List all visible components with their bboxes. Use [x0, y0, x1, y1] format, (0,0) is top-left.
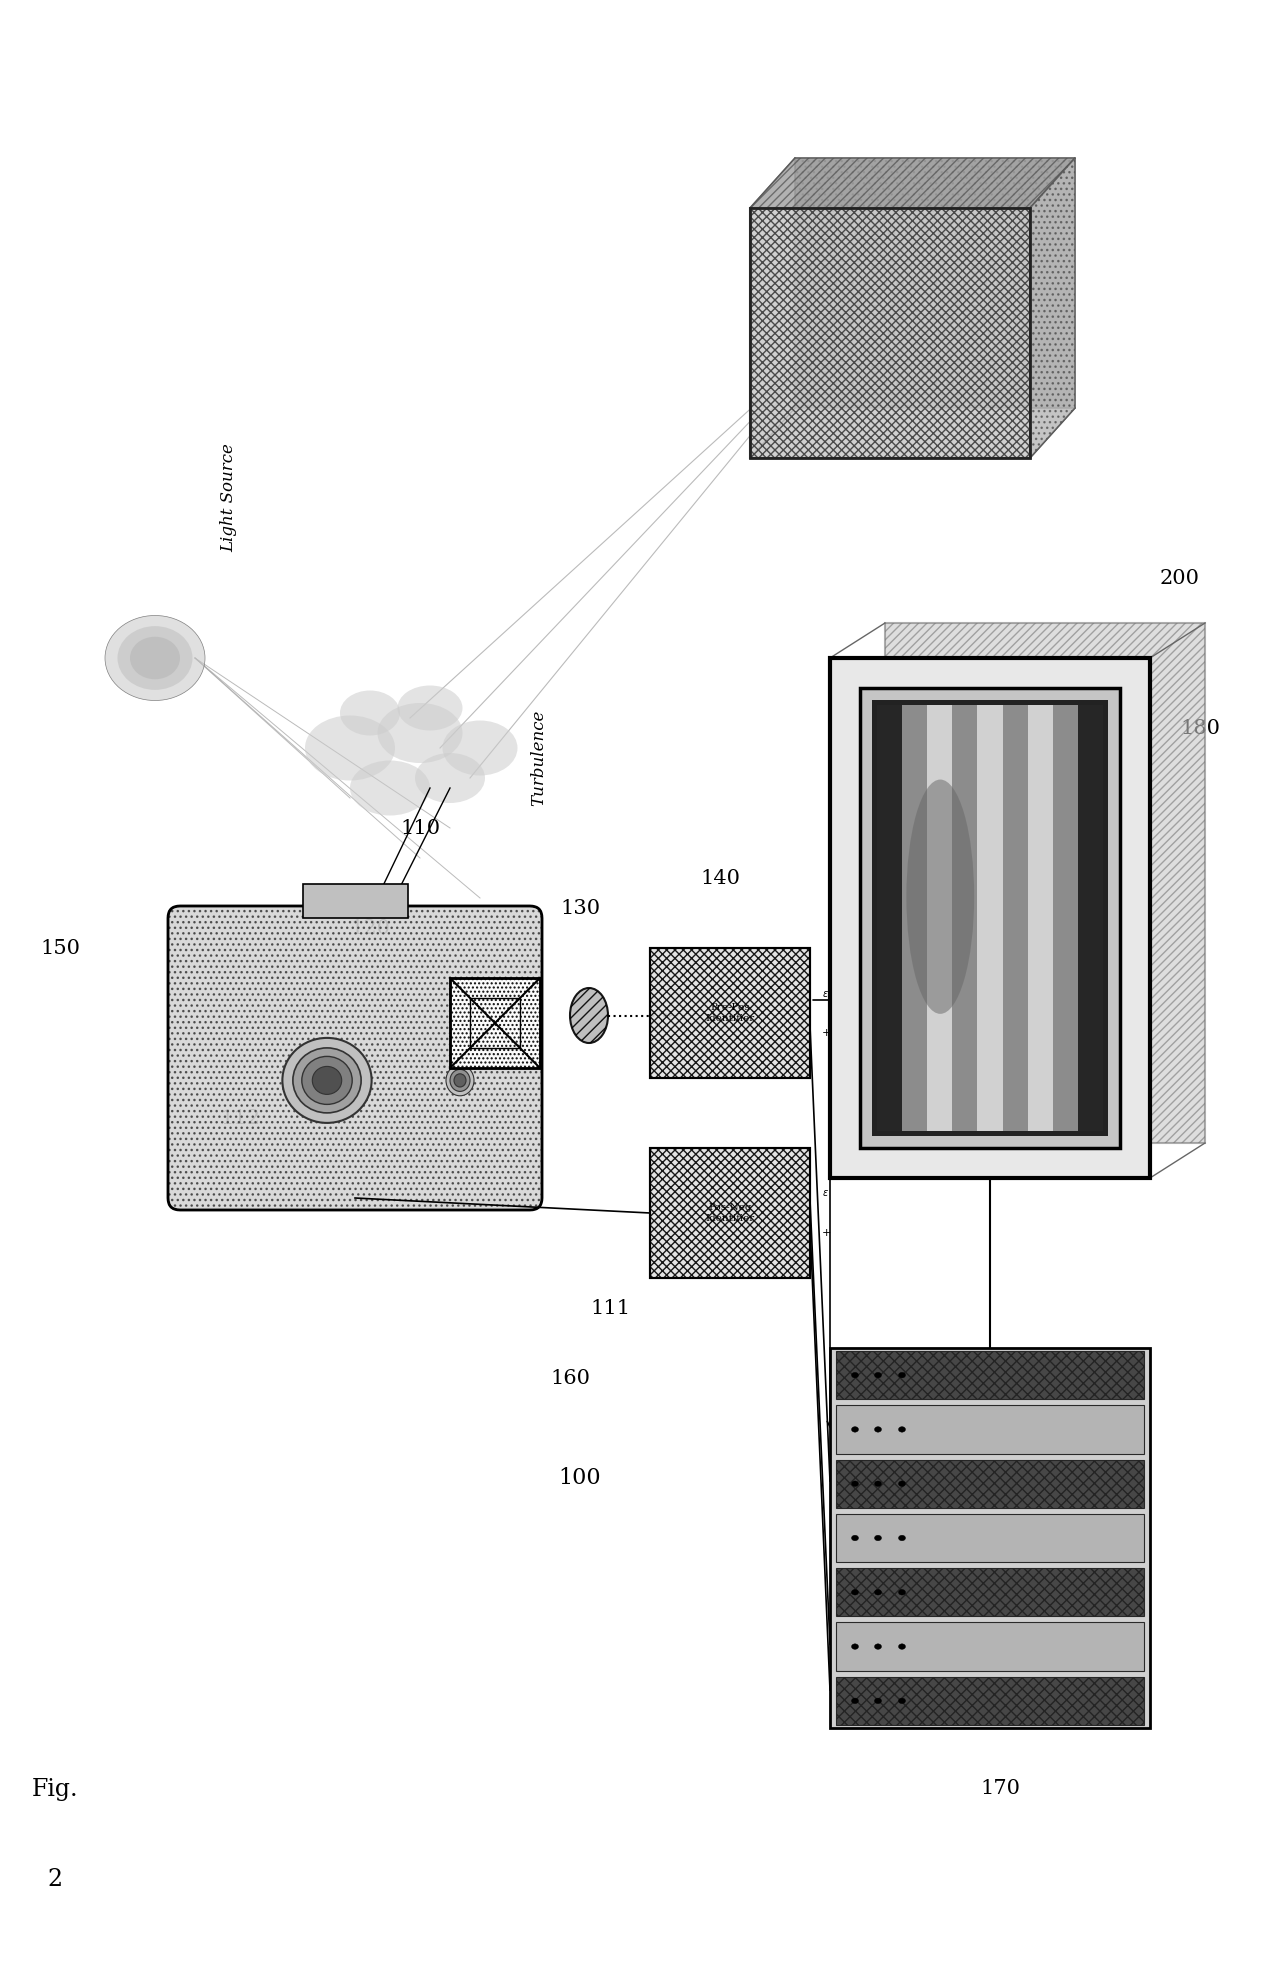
Bar — [902, 704, 927, 1131]
Bar — [650, 947, 810, 1078]
Text: 140: 140 — [700, 868, 740, 888]
Bar — [750, 208, 1030, 459]
Ellipse shape — [443, 720, 517, 775]
Polygon shape — [1030, 158, 1075, 459]
Text: 120: 120 — [350, 918, 390, 938]
Ellipse shape — [282, 1038, 372, 1124]
Text: 200: 200 — [1160, 568, 1199, 587]
Ellipse shape — [898, 1697, 906, 1703]
Bar — [837, 1677, 1144, 1725]
Ellipse shape — [874, 1373, 882, 1379]
Ellipse shape — [570, 987, 607, 1042]
Ellipse shape — [313, 1066, 342, 1094]
Ellipse shape — [350, 760, 430, 815]
Text: Light Source: Light Source — [220, 443, 237, 552]
Text: 2: 2 — [48, 1867, 63, 1891]
Ellipse shape — [874, 1482, 882, 1485]
Ellipse shape — [874, 1590, 882, 1594]
Bar — [927, 704, 952, 1131]
Ellipse shape — [293, 1048, 362, 1114]
Bar — [837, 1513, 1144, 1563]
Text: 111: 111 — [589, 1298, 631, 1317]
Text: 180: 180 — [1180, 718, 1220, 738]
Bar — [450, 977, 541, 1068]
Polygon shape — [750, 158, 1075, 208]
Bar — [885, 623, 1205, 1143]
Bar — [650, 947, 810, 1078]
FancyBboxPatch shape — [169, 906, 542, 1211]
Ellipse shape — [852, 1535, 858, 1541]
Bar — [876, 704, 902, 1131]
Bar — [795, 158, 1075, 407]
Text: 130: 130 — [560, 898, 600, 918]
Bar — [837, 1460, 1144, 1507]
Bar — [830, 659, 1151, 1179]
Text: $ε$: $ε$ — [822, 1189, 829, 1199]
Ellipse shape — [398, 686, 462, 730]
Ellipse shape — [898, 1590, 906, 1594]
Bar — [952, 704, 977, 1131]
Ellipse shape — [874, 1697, 882, 1703]
Ellipse shape — [447, 1064, 474, 1096]
Ellipse shape — [852, 1426, 858, 1432]
Text: Pos-Neg
Identifier: Pos-Neg Identifier — [705, 1203, 754, 1222]
Ellipse shape — [898, 1535, 906, 1541]
Text: Turbulence: Turbulence — [530, 710, 547, 807]
Text: 160: 160 — [550, 1369, 589, 1387]
Ellipse shape — [852, 1590, 858, 1594]
Bar — [860, 688, 1120, 1147]
Text: +: + — [822, 1027, 831, 1038]
Bar — [837, 1351, 1144, 1398]
Ellipse shape — [898, 1373, 906, 1379]
Bar — [977, 704, 1003, 1131]
Ellipse shape — [852, 1373, 858, 1379]
Bar — [837, 1569, 1144, 1616]
Ellipse shape — [874, 1644, 882, 1650]
Ellipse shape — [906, 779, 974, 1015]
Text: $ε$: $ε$ — [822, 989, 829, 999]
Ellipse shape — [874, 1426, 882, 1432]
Ellipse shape — [874, 1535, 882, 1541]
Text: +: + — [822, 1228, 831, 1238]
Ellipse shape — [117, 627, 193, 690]
Ellipse shape — [340, 690, 400, 736]
Ellipse shape — [450, 1070, 470, 1092]
Bar — [470, 999, 520, 1048]
Bar — [750, 208, 1030, 459]
Text: Fig.: Fig. — [32, 1778, 79, 1802]
Ellipse shape — [454, 1074, 466, 1088]
Ellipse shape — [852, 1697, 858, 1703]
Bar — [1003, 704, 1027, 1131]
Ellipse shape — [106, 615, 205, 700]
Bar — [650, 1147, 810, 1278]
Bar — [837, 1622, 1144, 1671]
Ellipse shape — [305, 716, 395, 781]
Text: 100: 100 — [559, 1468, 601, 1489]
Text: 110: 110 — [400, 819, 440, 837]
Bar — [650, 1147, 810, 1278]
Ellipse shape — [898, 1644, 906, 1650]
Ellipse shape — [852, 1644, 858, 1650]
Bar — [302, 884, 408, 918]
Ellipse shape — [377, 702, 462, 764]
Bar — [830, 1347, 1151, 1729]
Bar — [1079, 704, 1103, 1131]
Ellipse shape — [898, 1482, 906, 1485]
Bar — [450, 977, 541, 1068]
Ellipse shape — [852, 1482, 858, 1485]
Text: 170: 170 — [979, 1778, 1021, 1798]
Text: Pre-Pos
Identifier: Pre-Pos Identifier — [705, 1003, 754, 1023]
Bar — [1053, 704, 1079, 1131]
Text: 112: 112 — [220, 1108, 260, 1127]
Bar — [837, 1404, 1144, 1454]
Bar — [873, 700, 1108, 1135]
Ellipse shape — [130, 637, 180, 678]
Text: 150: 150 — [40, 938, 80, 957]
Bar — [1027, 704, 1053, 1131]
Ellipse shape — [301, 1056, 353, 1104]
Ellipse shape — [898, 1426, 906, 1432]
Ellipse shape — [414, 754, 485, 803]
